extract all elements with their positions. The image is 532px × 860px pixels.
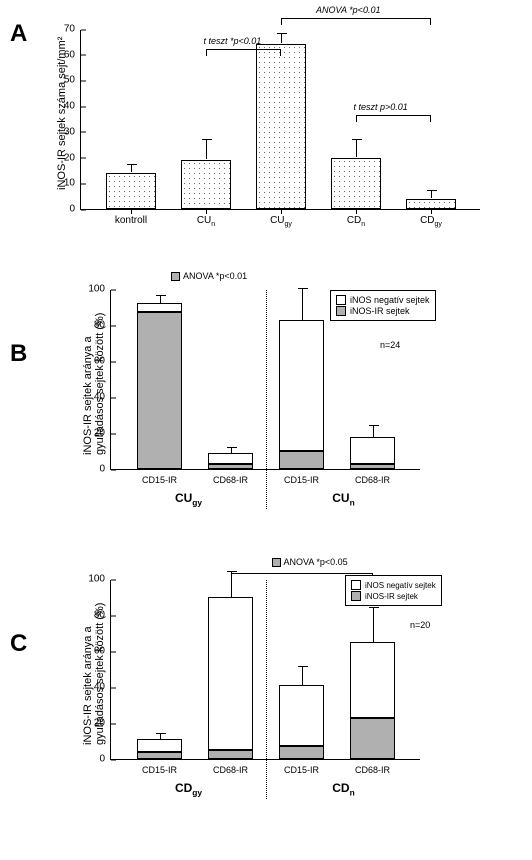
xtick: CD15-IR bbox=[284, 759, 319, 775]
legend-row: iNOS negatív sejtek bbox=[336, 295, 430, 305]
error-bar bbox=[281, 33, 282, 43]
n-label: n=24 bbox=[380, 340, 400, 350]
divider bbox=[266, 290, 267, 509]
legend-row: iNOS negatív sejtek bbox=[351, 580, 436, 590]
group-label: CDn bbox=[332, 759, 354, 797]
ytick: 60 bbox=[94, 646, 111, 657]
panel-c-label: C bbox=[10, 630, 27, 658]
error-bar bbox=[131, 164, 132, 172]
panel-b: B iNOS-IR sejtek aránya agyulladásos sej… bbox=[10, 270, 522, 530]
bar-white bbox=[279, 685, 324, 746]
error-bar bbox=[373, 425, 374, 438]
error-bar bbox=[231, 447, 232, 454]
bar-white bbox=[350, 437, 395, 464]
bar-gray bbox=[350, 718, 395, 759]
error-bar bbox=[160, 295, 161, 304]
bracket bbox=[356, 115, 431, 116]
ytick: 100 bbox=[88, 574, 111, 585]
legend-c: iNOS negatív sejtek iNOS-IR sejtek bbox=[345, 575, 442, 606]
legend-swatch-gray bbox=[351, 591, 361, 601]
legend-label: iNOS negatív sejtek bbox=[365, 581, 436, 590]
bar-gray bbox=[137, 312, 182, 469]
legend-b: iNOS negatív sejtek iNOS-IR sejtek bbox=[330, 290, 436, 321]
ytick: 100 bbox=[88, 284, 111, 295]
error-bar bbox=[431, 190, 432, 198]
ytick: 30 bbox=[64, 126, 81, 137]
ytick: 40 bbox=[94, 682, 111, 693]
ytick: 60 bbox=[94, 356, 111, 367]
group-label: CUgy bbox=[175, 469, 202, 507]
xtick: CD68-IR bbox=[355, 759, 390, 775]
panel-c: C iNOS-IR sejtek aránya agyulladásos sej… bbox=[10, 560, 522, 820]
chart-c: 020406080100CD15-IRCD68-IRCD15-IRCD68-IR… bbox=[110, 580, 420, 760]
ytick: 10 bbox=[64, 178, 81, 189]
anova-label: ANOVA *p<0.01 bbox=[171, 271, 247, 281]
error-bar bbox=[302, 288, 303, 320]
panel-a-label: A bbox=[10, 20, 27, 48]
annotation: t teszt *p<0.01 bbox=[204, 36, 262, 46]
error-bar bbox=[302, 666, 303, 686]
bar-white bbox=[137, 303, 182, 312]
group-label: CDgy bbox=[175, 759, 202, 797]
ytick: 0 bbox=[99, 754, 111, 765]
xtick: CD15-IR bbox=[142, 759, 177, 775]
xtick: CD15-IR bbox=[142, 469, 177, 485]
xtick: CD15-IR bbox=[284, 469, 319, 485]
legend-swatch-white bbox=[336, 295, 346, 305]
ytick: 20 bbox=[94, 718, 111, 729]
error-bar bbox=[373, 607, 374, 643]
ytick: 70 bbox=[64, 24, 81, 35]
ytick: 40 bbox=[64, 101, 81, 112]
bar bbox=[256, 44, 306, 209]
legend-swatch-gray bbox=[336, 306, 346, 316]
legend-row: iNOS-IR sejtek bbox=[351, 591, 436, 601]
bar-gray bbox=[208, 750, 253, 759]
divider bbox=[266, 580, 267, 799]
error-bar bbox=[160, 733, 161, 740]
n-label: n=20 bbox=[410, 620, 430, 630]
bar-white bbox=[208, 597, 253, 750]
legend-label: iNOS negatív sejtek bbox=[350, 295, 430, 305]
bar bbox=[331, 158, 381, 209]
legend-swatch-white bbox=[351, 580, 361, 590]
legend-label: iNOS-IR sejtek bbox=[365, 592, 418, 601]
ytick: 0 bbox=[69, 204, 81, 215]
legend-row: iNOS-IR sejtek bbox=[336, 306, 430, 316]
bracket bbox=[281, 18, 431, 19]
bar-gray bbox=[137, 752, 182, 759]
error-bar bbox=[206, 139, 207, 160]
bar bbox=[106, 173, 156, 209]
xtick: CD68-IR bbox=[213, 469, 248, 485]
ytick: 40 bbox=[94, 392, 111, 403]
group-label: CUn bbox=[332, 469, 354, 507]
bar-white bbox=[137, 739, 182, 752]
bar-white bbox=[350, 642, 395, 718]
legend-label: iNOS-IR sejtek bbox=[350, 306, 410, 316]
annotation: t teszt p>0.01 bbox=[354, 102, 408, 112]
bracket bbox=[231, 573, 373, 574]
bar-white bbox=[279, 320, 324, 451]
ytick: 0 bbox=[99, 464, 111, 475]
bar bbox=[406, 199, 456, 209]
panel-b-label: B bbox=[10, 340, 27, 368]
bar-gray bbox=[279, 451, 324, 469]
bar bbox=[181, 160, 231, 209]
ytick: 60 bbox=[64, 49, 81, 60]
ytick: 80 bbox=[94, 610, 111, 621]
annotation: ANOVA *p<0.01 bbox=[316, 5, 380, 15]
chart-a: 010203040506070kontrollCUnCUgyCDnCDgyt t… bbox=[80, 30, 480, 210]
anova-label: ANOVA *p<0.05 bbox=[272, 557, 348, 567]
ytick: 80 bbox=[94, 320, 111, 331]
ytick: 20 bbox=[94, 428, 111, 439]
bar-white bbox=[208, 453, 253, 464]
ytick: 50 bbox=[64, 75, 81, 86]
panel-a: A iNOS-IR sejtek száma sejt/mm² 01020304… bbox=[10, 10, 522, 240]
bar-gray bbox=[279, 746, 324, 759]
bracket bbox=[206, 49, 281, 50]
xtick: CD68-IR bbox=[213, 759, 248, 775]
xtick: CD68-IR bbox=[355, 469, 390, 485]
ytick: 20 bbox=[64, 152, 81, 163]
error-bar bbox=[356, 139, 357, 157]
